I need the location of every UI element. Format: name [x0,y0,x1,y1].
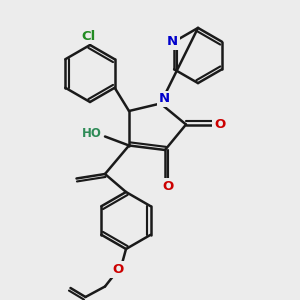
Text: Cl: Cl [81,29,96,43]
Text: N: N [167,35,178,48]
Text: O: O [112,262,124,276]
Text: O: O [214,118,225,131]
Text: HO: HO [82,127,101,140]
Text: O: O [162,179,174,193]
Text: N: N [158,92,170,106]
